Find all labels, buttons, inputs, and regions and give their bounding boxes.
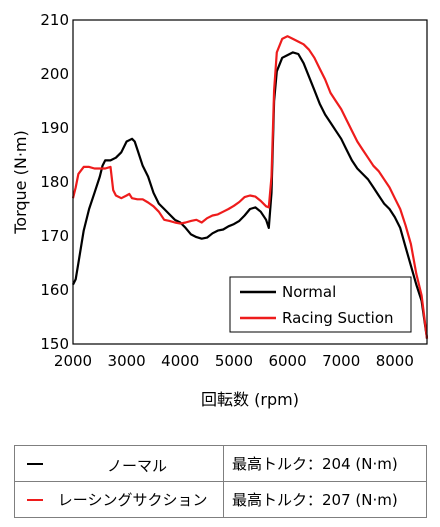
- legend-box: [229, 276, 412, 333]
- y-tick-label: 210: [40, 11, 69, 29]
- x-tick-label: 4000: [161, 352, 199, 370]
- x-tick-label: 5000: [215, 352, 253, 370]
- max-torque-racing-suction: 最高トルク：207 (N·m): [223, 481, 427, 518]
- y-tick-label: 190: [40, 119, 69, 137]
- series-lines: [71, 35, 429, 339]
- y-tick-label: 170: [40, 227, 69, 245]
- plot-frame: [72, 19, 428, 345]
- series-cell-normal: ノーマル: [14, 445, 224, 482]
- x-axis-label: 回転数 (rpm): [201, 390, 299, 409]
- legend: Normal Racing Suction: [229, 276, 412, 333]
- summary-table: ノーマル 最高トルク：204 (N·m) レーシングサクション 最高トルク：20…: [14, 445, 427, 518]
- x-axis-ticks: 2000 3000 4000 5000 6000 7000 8000: [54, 352, 414, 370]
- y-tick-label: 150: [40, 335, 69, 353]
- torque-chart: 150 160 170 180 190 200 210 2000 3000 4000 5000 60…: [11, 11, 429, 409]
- series-line-normal: [72, 51, 429, 339]
- legend-label-racing-suction: Racing Suction: [282, 309, 394, 327]
- table-row: ノーマル 最高トルク：204 (N·m): [14, 445, 427, 482]
- line-swatch-racing-suction: [27, 498, 43, 501]
- x-tick-label: 2000: [54, 352, 92, 370]
- max-torque-normal: 最高トルク：204 (N·m): [223, 445, 427, 482]
- legend-label-normal: Normal: [282, 283, 336, 301]
- table-row: レーシングサクション 最高トルク：207 (N·m): [14, 481, 427, 518]
- y-axis-label: Torque (N·m): [11, 130, 30, 235]
- line-swatch-normal: [27, 463, 43, 465]
- x-tick-label: 8000: [376, 352, 414, 370]
- series-name-normal: ノーマル: [107, 457, 168, 475]
- x-tick-label: 3000: [108, 352, 146, 370]
- series-line-racing-suction: [71, 35, 429, 339]
- y-axis-ticks: 150 160 170 180 190 200 210: [40, 11, 69, 353]
- x-tick-label: 6000: [268, 352, 306, 370]
- y-tick-label: 160: [40, 281, 69, 299]
- series-cell-racing-suction: レーシングサクション: [14, 481, 224, 518]
- x-tick-label: 7000: [322, 352, 360, 370]
- y-tick-label: 180: [40, 173, 69, 191]
- series-name-racing-suction: レーシングサクション: [57, 491, 208, 509]
- y-tick-label: 200: [40, 65, 69, 83]
